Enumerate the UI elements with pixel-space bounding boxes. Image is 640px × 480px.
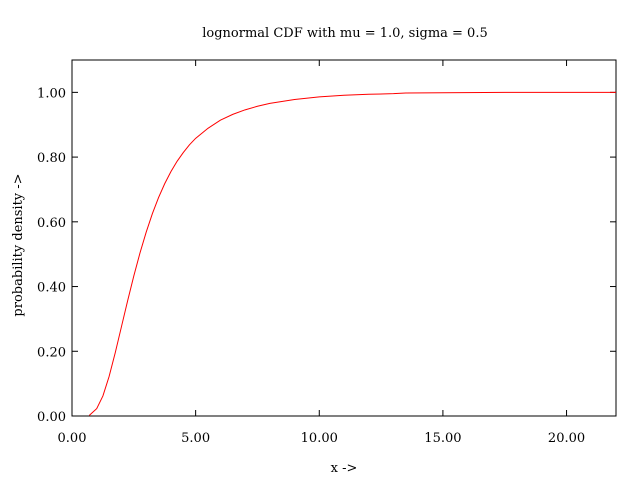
y-tick-label: 0.40 bbox=[37, 281, 66, 296]
x-axis-label: x -> bbox=[331, 461, 358, 476]
chart-title: lognormal CDF with mu = 1.0, sigma = 0.5 bbox=[202, 26, 487, 41]
x-tick-label: 0.00 bbox=[58, 431, 87, 446]
x-axis-ticks: 0.00 5.00 10.00 15.00 20.00 bbox=[58, 60, 585, 446]
y-tick-label: 0.60 bbox=[37, 216, 66, 231]
plot-area-frame bbox=[71, 59, 617, 417]
y-tick-label: 0.80 bbox=[37, 151, 66, 166]
x-tick-label: 10.00 bbox=[301, 431, 338, 446]
y-axis-ticks: 0.00 0.20 0.40 0.60 0.80 1.00 bbox=[37, 86, 616, 425]
y-axis-label: probability density -> bbox=[11, 173, 26, 316]
y-tick-label: 0.20 bbox=[37, 345, 66, 360]
x-tick-label: 5.00 bbox=[181, 431, 210, 446]
cdf-series-line bbox=[88, 91, 616, 416]
y-tick-label: 1.00 bbox=[37, 86, 66, 101]
y-tick-label: 0.00 bbox=[37, 410, 66, 425]
x-tick-label: 20.00 bbox=[548, 431, 585, 446]
x-tick-label: 15.00 bbox=[424, 431, 461, 446]
series-layer bbox=[88, 91, 616, 416]
